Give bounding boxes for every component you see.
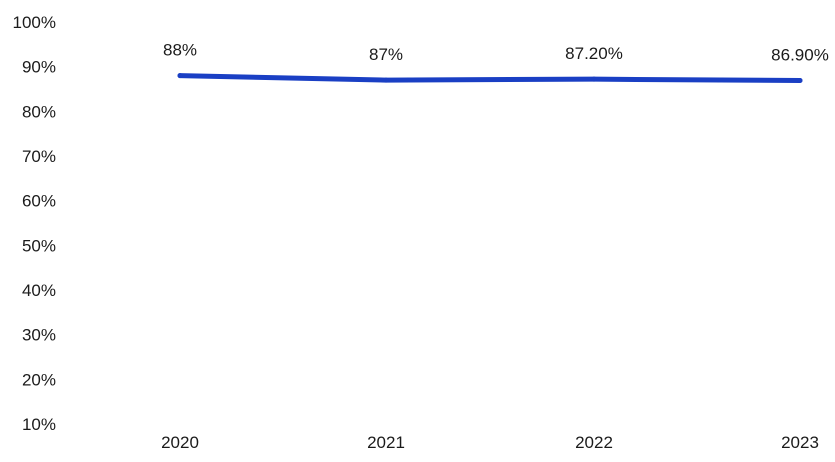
y-tick-label: 10%	[22, 415, 56, 434]
data-label: 87.20%	[565, 44, 623, 63]
x-tick-label: 2021	[367, 433, 405, 452]
series-line	[177, 73, 803, 84]
y-tick-label: 30%	[22, 326, 56, 345]
x-tick-label: 2022	[575, 433, 613, 452]
y-tick-label: 80%	[22, 102, 56, 121]
data-point	[177, 73, 183, 79]
y-tick-label: 40%	[22, 281, 56, 300]
data-point	[383, 77, 389, 83]
y-tick-label: 90%	[22, 58, 56, 77]
x-tick-label: 2020	[161, 433, 199, 452]
y-tick-label: 100%	[13, 13, 56, 32]
y-tick-label: 60%	[22, 192, 56, 211]
data-label: 87%	[369, 45, 403, 64]
data-label: 88%	[163, 41, 197, 60]
data-point	[797, 78, 803, 84]
x-tick-label: 2023	[781, 433, 819, 452]
data-point	[591, 76, 597, 82]
y-tick-label: 70%	[22, 147, 56, 166]
data-label: 86.90%	[771, 46, 829, 65]
y-tick-label: 20%	[22, 370, 56, 389]
y-tick-label: 50%	[22, 236, 56, 255]
